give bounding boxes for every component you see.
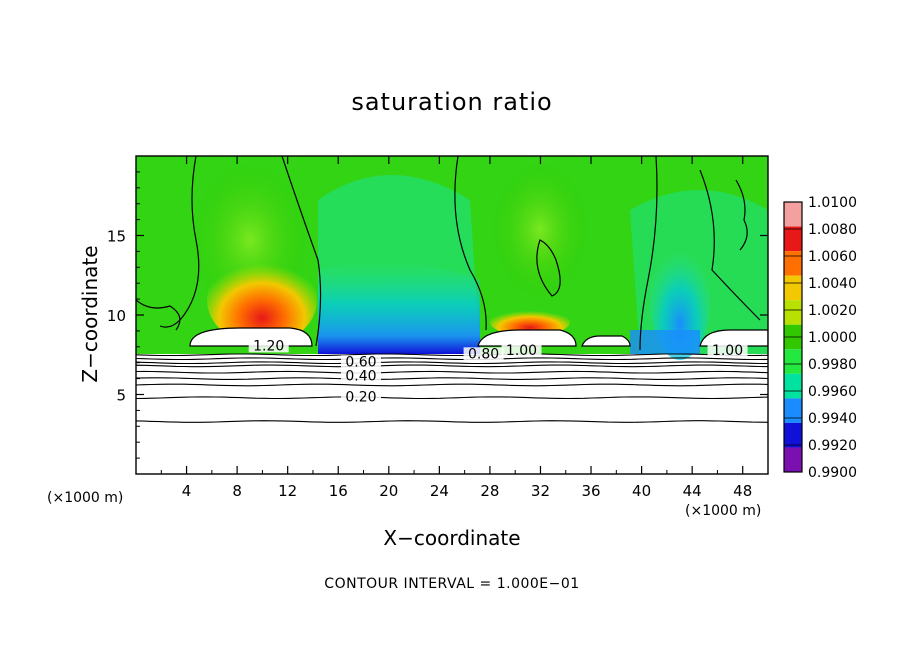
field-layer	[136, 156, 768, 474]
horizontal-contour	[136, 364, 768, 368]
colorbar-level-label: 1.0040	[808, 276, 857, 292]
subsaturated-band-3	[630, 330, 700, 354]
colorbar-swatch	[784, 422, 802, 448]
y-tick-label: 10	[107, 307, 126, 325]
subsaturated-band-1	[318, 262, 480, 354]
contour-line-h	[136, 299, 181, 331]
contour-line-d	[536, 239, 561, 297]
x-tick-label: 16	[329, 482, 348, 500]
horizontal-contour	[136, 396, 768, 400]
contour-label-bg	[248, 339, 289, 353]
colorbar-swatch	[784, 300, 802, 325]
contour-line-g	[735, 179, 748, 251]
contour-label: 0.20	[345, 389, 376, 405]
colorbar-swatch	[784, 373, 802, 399]
cloud-cap-2	[477, 329, 577, 347]
contour-label-bg	[707, 344, 748, 358]
colorbar-swatch	[784, 226, 802, 252]
colorbar-level-label: 1.0080	[808, 222, 857, 238]
cloud-cap-3	[581, 335, 631, 347]
colorbar-swatch	[784, 398, 802, 423]
contour-label-bg	[501, 344, 542, 358]
y-tick-label: 15	[107, 228, 126, 246]
contour-label: 1.00	[506, 343, 537, 359]
y-tick-label: 5	[116, 387, 126, 405]
horizontal-contour	[136, 353, 768, 357]
x-tick-label: 44	[683, 482, 702, 500]
x-tick-label: 48	[733, 482, 752, 500]
contour-label-bg	[340, 355, 381, 369]
contour-interval-note: CONTOUR INTERVAL = 1.000E−01	[324, 576, 580, 592]
horizontal-contour	[136, 357, 768, 361]
colorbar-level-label: 0.9920	[808, 438, 857, 454]
horizontal-contour	[136, 420, 768, 423]
x-tick-label: 20	[379, 482, 398, 500]
contour-line-c	[454, 156, 487, 331]
x-tick-label: 40	[632, 482, 651, 500]
colorbar-level-label: 0.9960	[808, 384, 857, 400]
contour-line-f	[699, 169, 761, 321]
colorbar-level-label: 1.0060	[808, 249, 857, 265]
x-tick-label: 12	[278, 482, 297, 500]
colorbar-swatch	[784, 275, 802, 301]
x-tick-label: 8	[232, 482, 242, 500]
supersaturated-core-1	[207, 255, 317, 345]
contour-line-b	[281, 156, 322, 347]
contour-line-a	[159, 156, 200, 328]
x-axis-unit: (×1000 m)	[685, 503, 762, 519]
contour-label: 1.20	[253, 338, 284, 354]
moist-patch-2	[490, 160, 590, 300]
y-axis-unit: (×1000 m)	[47, 490, 124, 506]
contour-label-bg	[340, 390, 381, 404]
x-tick-label: 36	[581, 482, 600, 500]
supersaturated-core-2	[490, 308, 570, 336]
cloud-cap-4	[699, 329, 768, 347]
x-tick-label: 4	[182, 482, 192, 500]
x-tick-label: 24	[430, 482, 449, 500]
colorbar-level-label: 0.9940	[808, 411, 857, 427]
x-axis: 4 8 12 16 20 24 28 32 36 40 44 48	[160, 156, 752, 500]
contour-line-e	[639, 156, 658, 351]
y-axis: 5 10 15	[107, 171, 768, 459]
colorbar-level-label: 1.0100	[808, 195, 857, 211]
x-axis-label: X−coordinate	[383, 526, 521, 550]
contour-label: 0.40	[345, 369, 376, 385]
contour-label-bg	[340, 369, 381, 383]
colorbar-swatch	[784, 447, 802, 472]
colorbar-swatch	[784, 202, 802, 227]
contour-label: 0.80	[468, 346, 499, 362]
contour-label: 0.60	[345, 354, 376, 370]
stratified-contours	[136, 353, 768, 423]
x-tick-label: 28	[480, 482, 499, 500]
chart-title: saturation ratio	[351, 88, 553, 116]
stable-layer	[136, 354, 768, 474]
colorbar-level-label: 1.0020	[808, 303, 857, 319]
contour-label-group: 1.20 0.600.40 0.20 0.80 1.00 1.00	[248, 338, 748, 405]
x-tick-label: 32	[531, 482, 550, 500]
colorbar: 1.0100 1.0080 1.0060 1.0040 1.0020 1.0000 0.99…	[783, 195, 857, 481]
horizontal-contour	[136, 370, 768, 374]
colorbar-swatch	[784, 251, 802, 276]
horizontal-contour	[136, 383, 768, 387]
colorbar-swatch	[784, 349, 802, 374]
colorbar-level-label: 0.9980	[808, 357, 857, 373]
colorbar-level-label: 1.0000	[808, 330, 857, 346]
horizontal-contour	[136, 377, 768, 380]
horizontal-contour	[136, 361, 768, 365]
y-axis-label: Z−coordinate	[78, 245, 102, 383]
colorbar-level-label: 0.9900	[808, 465, 857, 481]
contour-label-bg	[463, 347, 504, 361]
contour-label: 1.00	[712, 343, 743, 359]
